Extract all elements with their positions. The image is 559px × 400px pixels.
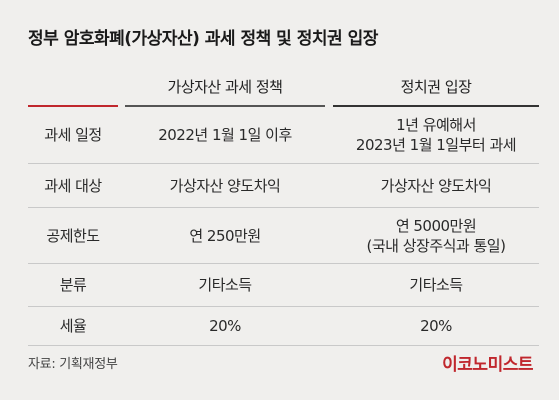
row-label: 공제한도 [46,226,100,245]
row-label: 세율 [59,317,87,335]
government-policy-cell: 연 250만원 [189,226,261,245]
political-stance-cell: 20% [420,317,452,335]
political-stance-cell: 연 5000만원 (국내 상장주식과 통일) [333,208,539,263]
political-stance-line: 연 5000만원 [395,216,477,235]
publisher-logo: 이코노미스트 [442,355,533,375]
column-header-government-policy: 가상자산 과세 정책 [167,78,283,96]
table-row-classification: 분류 기타소득 기타소득 [28,264,539,307]
row-label: 과세 일정 [44,126,102,144]
table-row-tax-target: 과세 대상 가상자산 양도차익 가상자산 양도차익 [28,164,539,208]
source-note: 자료: 기획재정부 [28,357,118,372]
table-row-tax-rate: 세율 20% 20% [28,307,539,346]
row-label: 과세 대상 [44,176,102,195]
government-policy-cell: 기타소득 [198,276,252,294]
column-header-political-stance: 정치권 입장 [400,78,472,96]
political-stance-cell: 1년 유예해서 2023년 1월 1일부터 과세 [333,107,539,163]
table-row-deduction-limit: 공제한도 연 250만원 연 5000만원 (국내 상장주식과 통일) [28,208,539,264]
government-policy-cell: 가상자산 양도차익 [169,176,281,195]
government-policy-cell: 2022년 1월 1일 이후 [158,126,292,144]
political-stance-cell: 가상자산 양도차익 [380,176,492,195]
political-stance-line: 1년 유예해서 [396,116,476,134]
table-row-tax-schedule: 과세 일정 2022년 1월 1일 이후 1년 유예해서 2023년 1월 1일… [28,107,539,164]
political-stance-line: 2023년 1월 1일부터 과세 [355,136,517,154]
page-title: 정부 암호화폐(가상자산) 과세 정책 및 정치권 입장 [28,29,378,49]
header-divider-col1 [125,105,325,107]
header-divider-red [28,105,118,107]
header-divider-col2 [333,105,539,107]
row-label: 분류 [59,276,87,294]
government-policy-cell: 20% [209,317,241,335]
political-stance-cell: 기타소득 [409,276,463,294]
political-stance-line: (국내 상장주식과 통일) [366,236,506,255]
